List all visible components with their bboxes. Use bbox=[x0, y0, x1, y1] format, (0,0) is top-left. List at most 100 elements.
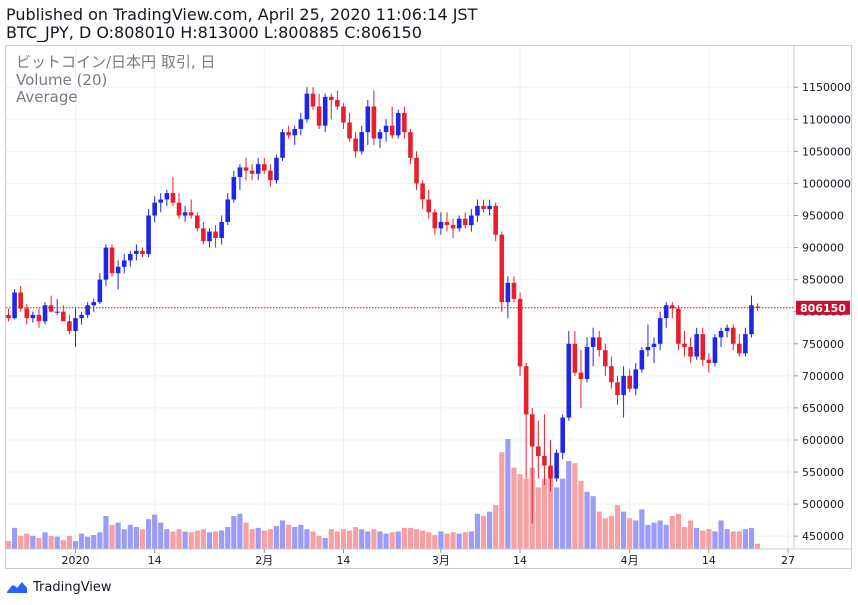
y-tick-label: 450000 bbox=[802, 530, 844, 543]
candle bbox=[475, 199, 480, 222]
candle bbox=[651, 337, 657, 364]
candle-body bbox=[688, 346, 693, 357]
candle-body bbox=[30, 314, 36, 319]
y-tick-label: 1000000 bbox=[802, 177, 851, 190]
volume-bar bbox=[249, 529, 255, 549]
candle-body bbox=[712, 337, 718, 364]
x-tick-label: 14 bbox=[336, 554, 350, 567]
average-legend[interactable]: Average bbox=[16, 88, 78, 106]
candle bbox=[548, 439, 553, 492]
candle-body bbox=[730, 327, 736, 344]
candle bbox=[554, 449, 559, 482]
volume-bar bbox=[359, 529, 365, 549]
candle-body bbox=[627, 375, 632, 389]
volume-bar bbox=[499, 452, 505, 549]
candle bbox=[30, 311, 36, 323]
candle bbox=[603, 343, 608, 376]
y-tick-label: 1150000 bbox=[802, 81, 851, 94]
candle bbox=[743, 327, 748, 357]
candle bbox=[615, 375, 620, 405]
candle-body bbox=[261, 164, 267, 171]
candle bbox=[310, 87, 316, 110]
candle-body bbox=[603, 350, 608, 367]
volume-bar bbox=[91, 534, 97, 549]
volume-bar bbox=[614, 505, 621, 549]
candle bbox=[676, 305, 681, 351]
candle bbox=[663, 302, 669, 328]
candle bbox=[67, 314, 72, 335]
candle bbox=[225, 193, 231, 226]
candle bbox=[158, 193, 164, 213]
x-tick-label: 14 bbox=[148, 554, 162, 567]
volume-bar bbox=[66, 535, 72, 549]
candle bbox=[487, 199, 492, 216]
candle-body bbox=[79, 314, 84, 319]
candle-body bbox=[395, 112, 401, 136]
candle bbox=[383, 119, 389, 142]
volume-bar bbox=[669, 516, 675, 549]
candle bbox=[639, 346, 645, 373]
volume-bar bbox=[493, 505, 499, 549]
candle-body bbox=[134, 250, 139, 254]
candle bbox=[249, 164, 255, 181]
candle-body bbox=[176, 202, 182, 216]
candle bbox=[584, 337, 590, 383]
x-tick-label: 14 bbox=[513, 554, 527, 567]
candle bbox=[237, 164, 243, 190]
candle bbox=[243, 157, 249, 181]
candle bbox=[194, 212, 200, 232]
volume-bar bbox=[748, 527, 755, 549]
candle-body bbox=[651, 343, 657, 347]
volume-bar bbox=[620, 511, 627, 549]
candle-body bbox=[298, 119, 304, 129]
candle-body bbox=[243, 167, 249, 171]
tradingview-logo-icon bbox=[7, 582, 27, 593]
symbol-legend[interactable]: ビットコイン/日本円 取引, 日 bbox=[16, 53, 216, 71]
candle bbox=[359, 125, 365, 155]
volume-bar bbox=[681, 527, 688, 549]
volume-bar bbox=[535, 487, 541, 549]
candle-body bbox=[103, 247, 109, 280]
volume-bar bbox=[286, 524, 292, 549]
candle bbox=[724, 324, 730, 338]
candle bbox=[749, 295, 754, 338]
volume-bar bbox=[304, 529, 310, 549]
candle-body bbox=[657, 318, 663, 344]
y-tick-label: 500000 bbox=[802, 498, 844, 511]
volume-bar bbox=[127, 524, 133, 549]
time-axis[interactable]: 2020 14 2月 14 3月 14 4月 14 27 bbox=[61, 549, 795, 567]
volume-bar bbox=[675, 513, 681, 549]
volume-bar bbox=[176, 529, 182, 549]
candle-body bbox=[389, 125, 395, 136]
candle-body bbox=[152, 202, 157, 216]
volume-bar bbox=[273, 526, 280, 549]
volume-bar bbox=[724, 529, 730, 549]
candle-body bbox=[639, 350, 645, 370]
candle-body bbox=[201, 228, 206, 242]
ohlc-caption: BTC_JPY, D O:808010 H:813000 L:800885 C:… bbox=[6, 23, 422, 42]
volume-bar bbox=[334, 531, 340, 549]
volume-bar bbox=[560, 478, 566, 549]
volume-legend[interactable]: Volume (20) bbox=[16, 71, 108, 89]
candle bbox=[176, 193, 182, 219]
candle bbox=[402, 106, 407, 139]
candle-body bbox=[54, 311, 60, 313]
chart-frame[interactable] bbox=[5, 45, 852, 569]
volume-bar bbox=[200, 529, 206, 549]
volume-bar bbox=[188, 532, 194, 549]
volume-bar bbox=[139, 529, 146, 549]
candle-body bbox=[682, 343, 687, 347]
tradingview-footer[interactable]: TradingView bbox=[6, 578, 112, 596]
candle-body bbox=[24, 308, 30, 319]
y-tick-label: 950000 bbox=[802, 210, 844, 223]
candle-body bbox=[414, 157, 419, 184]
candle-body bbox=[292, 128, 298, 136]
candle-body bbox=[268, 170, 273, 181]
candle-body bbox=[743, 334, 748, 354]
volume-bar bbox=[742, 529, 748, 549]
candle-body bbox=[456, 218, 462, 229]
volume-bar bbox=[547, 467, 554, 549]
volume-bar bbox=[608, 516, 615, 549]
candle-body bbox=[609, 366, 614, 383]
